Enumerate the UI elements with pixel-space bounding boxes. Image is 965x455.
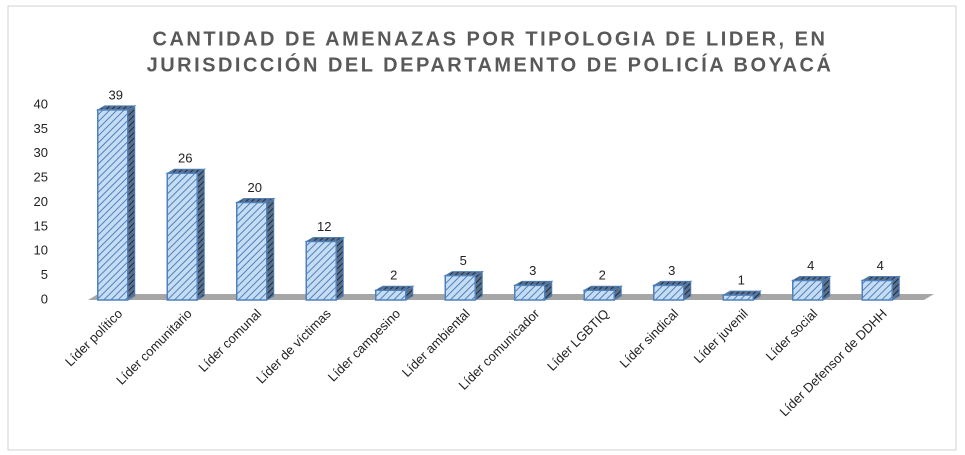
bar-side — [266, 197, 275, 301]
bar — [305, 240, 337, 301]
bar — [375, 289, 407, 301]
data-label: 12 — [317, 219, 331, 234]
bar — [583, 289, 615, 301]
bar — [97, 109, 129, 301]
bar-side — [196, 168, 205, 301]
chart-title: JURISDICCIÓN DEL DEPARTAMENTO DE POLICÍA… — [147, 52, 834, 76]
data-label: 5 — [460, 253, 467, 268]
data-label: 4 — [877, 258, 884, 273]
y-tick-label: 25 — [34, 170, 48, 185]
bar — [166, 172, 198, 301]
data-label: 26 — [178, 151, 192, 166]
bar — [792, 279, 824, 301]
y-tick-label: 0 — [41, 291, 48, 306]
bar — [653, 284, 685, 301]
bar — [514, 284, 546, 301]
bar — [722, 294, 754, 301]
data-label: 39 — [109, 87, 123, 102]
bar — [861, 279, 893, 301]
y-tick-label: 40 — [34, 96, 48, 111]
bar — [444, 274, 476, 301]
y-tick-label: 10 — [34, 243, 48, 258]
data-label: 2 — [599, 268, 606, 283]
chart-frame — [7, 5, 957, 451]
data-label: 2 — [390, 268, 397, 283]
data-label: 1 — [738, 273, 745, 288]
data-label: 4 — [807, 258, 814, 273]
y-tick-label: 30 — [34, 145, 48, 160]
data-label: 20 — [248, 180, 262, 195]
data-label: 3 — [668, 263, 675, 278]
y-tick-label: 15 — [34, 218, 48, 233]
data-label: 3 — [529, 263, 536, 278]
bar-side — [474, 270, 483, 301]
bar — [236, 201, 268, 301]
chart-title: CANTIDAD DE AMENAZAS POR TIPOLOGIA DE LI… — [153, 28, 828, 50]
y-tick-label: 20 — [34, 194, 48, 209]
y-tick-label: 35 — [34, 121, 48, 136]
y-tick-label: 5 — [41, 267, 48, 282]
bar-side — [127, 105, 136, 301]
bar-side — [335, 236, 344, 301]
